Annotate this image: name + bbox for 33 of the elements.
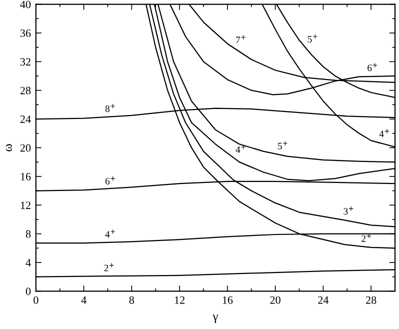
y-tick-label: 36 (20, 29, 31, 37)
annotation: 4$^{+}$ (379, 129, 390, 138)
y-tick-label: 16 (20, 172, 31, 180)
annotation: 6$^{+}$ (368, 63, 378, 72)
x-tick-label: 16 (222, 296, 233, 304)
annotation: 3$^{+}$ (344, 206, 354, 215)
y-tick-label: 20 (20, 144, 31, 152)
annotation: 4$^{+}$ (236, 144, 246, 153)
x-axis-title: γ (212, 314, 218, 323)
annotation: 8$^{+}$ (105, 104, 115, 112)
y-axis-title: ω (6, 144, 12, 152)
y-tick-label: 4 (26, 259, 31, 266)
annotation: 2$^{+}$ (362, 234, 372, 242)
y-tick-label: 40 (20, 0, 31, 8)
annotation: 5$^{+}$ (308, 34, 318, 42)
annotation: 2$^{+}$ (104, 263, 114, 272)
annotation: 4$^{+}$ (105, 229, 115, 238)
y-tick-label: 0 (26, 288, 31, 296)
x-tick-label: 8 (129, 296, 134, 304)
x-tick-label: 0 (34, 296, 38, 304)
x-tick-label: 24 (318, 296, 329, 304)
y-tick-label: 28 (20, 86, 31, 94)
y-tick-label: 32 (20, 58, 30, 66)
x-tick-label: 28 (366, 296, 376, 304)
y-tick-label: 8 (26, 230, 31, 238)
annotation: 5$^{+}$ (278, 141, 288, 150)
x-tick-label: 20 (270, 296, 280, 304)
y-tick-label: 12 (20, 202, 30, 209)
x-tick-label: 4 (81, 296, 86, 304)
y-tick-label: 24 (20, 116, 31, 123)
annotation: 6$^{+}$ (105, 176, 115, 184)
annotation: 7$^{+}$ (236, 35, 246, 44)
x-tick-label: 12 (174, 296, 184, 304)
